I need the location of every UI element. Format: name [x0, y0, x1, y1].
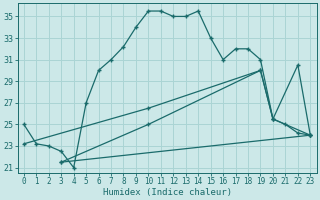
X-axis label: Humidex (Indice chaleur): Humidex (Indice chaleur) [103, 188, 232, 197]
